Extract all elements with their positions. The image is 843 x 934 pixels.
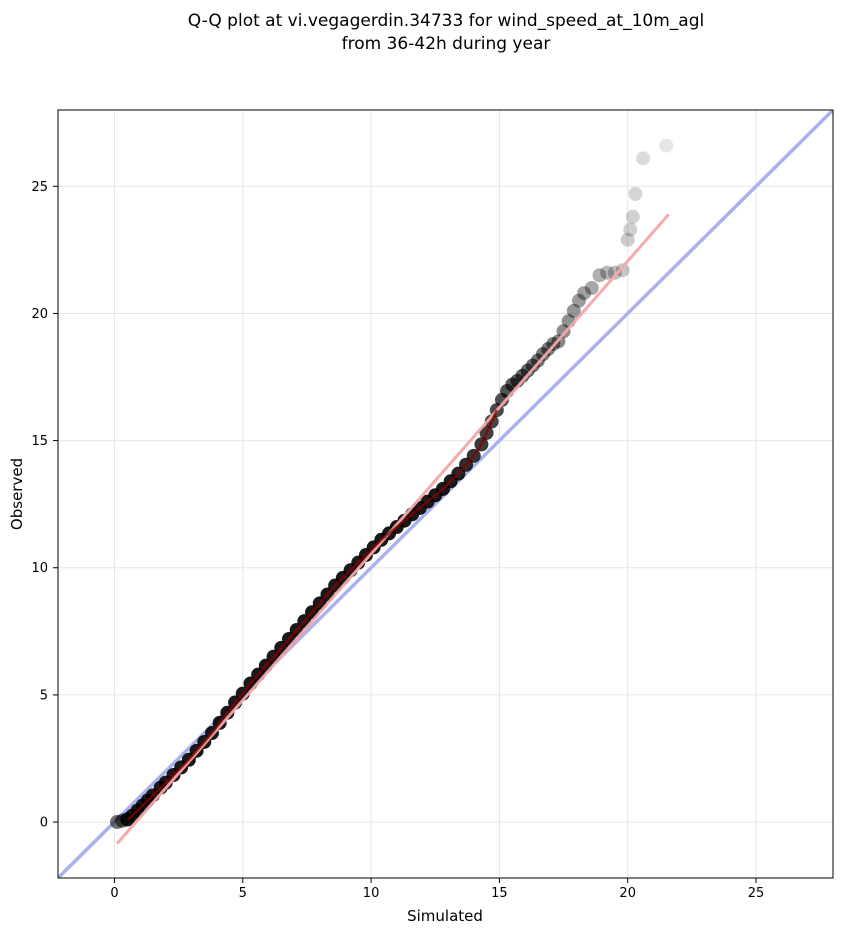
qq-point bbox=[566, 303, 581, 318]
qq-point bbox=[592, 268, 607, 283]
qq-point bbox=[623, 222, 638, 237]
axes-frame bbox=[57, 109, 834, 879]
qq-point bbox=[584, 281, 599, 296]
qq-point bbox=[628, 186, 643, 201]
x-tick-label: 25 bbox=[748, 886, 765, 901]
dense-trend-line bbox=[126, 409, 498, 821]
chart-title: Q-Q plot at vi.vegagerdin.34733 for wind… bbox=[188, 11, 704, 31]
qq-point bbox=[541, 342, 556, 357]
qq-point bbox=[600, 265, 615, 280]
x-tick-label: 10 bbox=[363, 886, 380, 901]
x-axis-label: Simulated bbox=[407, 907, 483, 925]
y-tick-label: 5 bbox=[40, 688, 48, 703]
qq-point bbox=[620, 232, 635, 247]
qq-point bbox=[615, 263, 630, 278]
y-tick-label: 25 bbox=[31, 180, 48, 195]
x-tick-label: 20 bbox=[619, 886, 636, 901]
y-tick-label: 20 bbox=[31, 307, 48, 322]
y-axis-ticks: 0 5 10 15 20 25 bbox=[31, 180, 58, 831]
qq-point bbox=[556, 324, 571, 339]
qq-point bbox=[659, 138, 674, 153]
x-tick-label: 5 bbox=[239, 886, 247, 901]
y-axis-label: Observed bbox=[8, 458, 26, 530]
qq-point bbox=[607, 265, 622, 280]
qq-point bbox=[625, 209, 640, 224]
x-tick-label: 15 bbox=[491, 886, 508, 901]
x-tick-label: 0 bbox=[110, 886, 118, 901]
x-axis-ticks: 0 5 10 15 20 25 bbox=[110, 878, 764, 901]
qq-point bbox=[636, 151, 651, 166]
qq-point bbox=[571, 293, 586, 308]
y-tick-label: 10 bbox=[31, 561, 48, 576]
y-tick-label: 15 bbox=[31, 434, 48, 449]
chart-subtitle: from 36-42h during year bbox=[342, 34, 551, 54]
qq-points bbox=[110, 138, 674, 830]
qq-point bbox=[577, 286, 592, 301]
y-tick-label: 0 bbox=[40, 816, 48, 831]
plot-area bbox=[58, 110, 833, 878]
grid-lines bbox=[58, 110, 833, 878]
